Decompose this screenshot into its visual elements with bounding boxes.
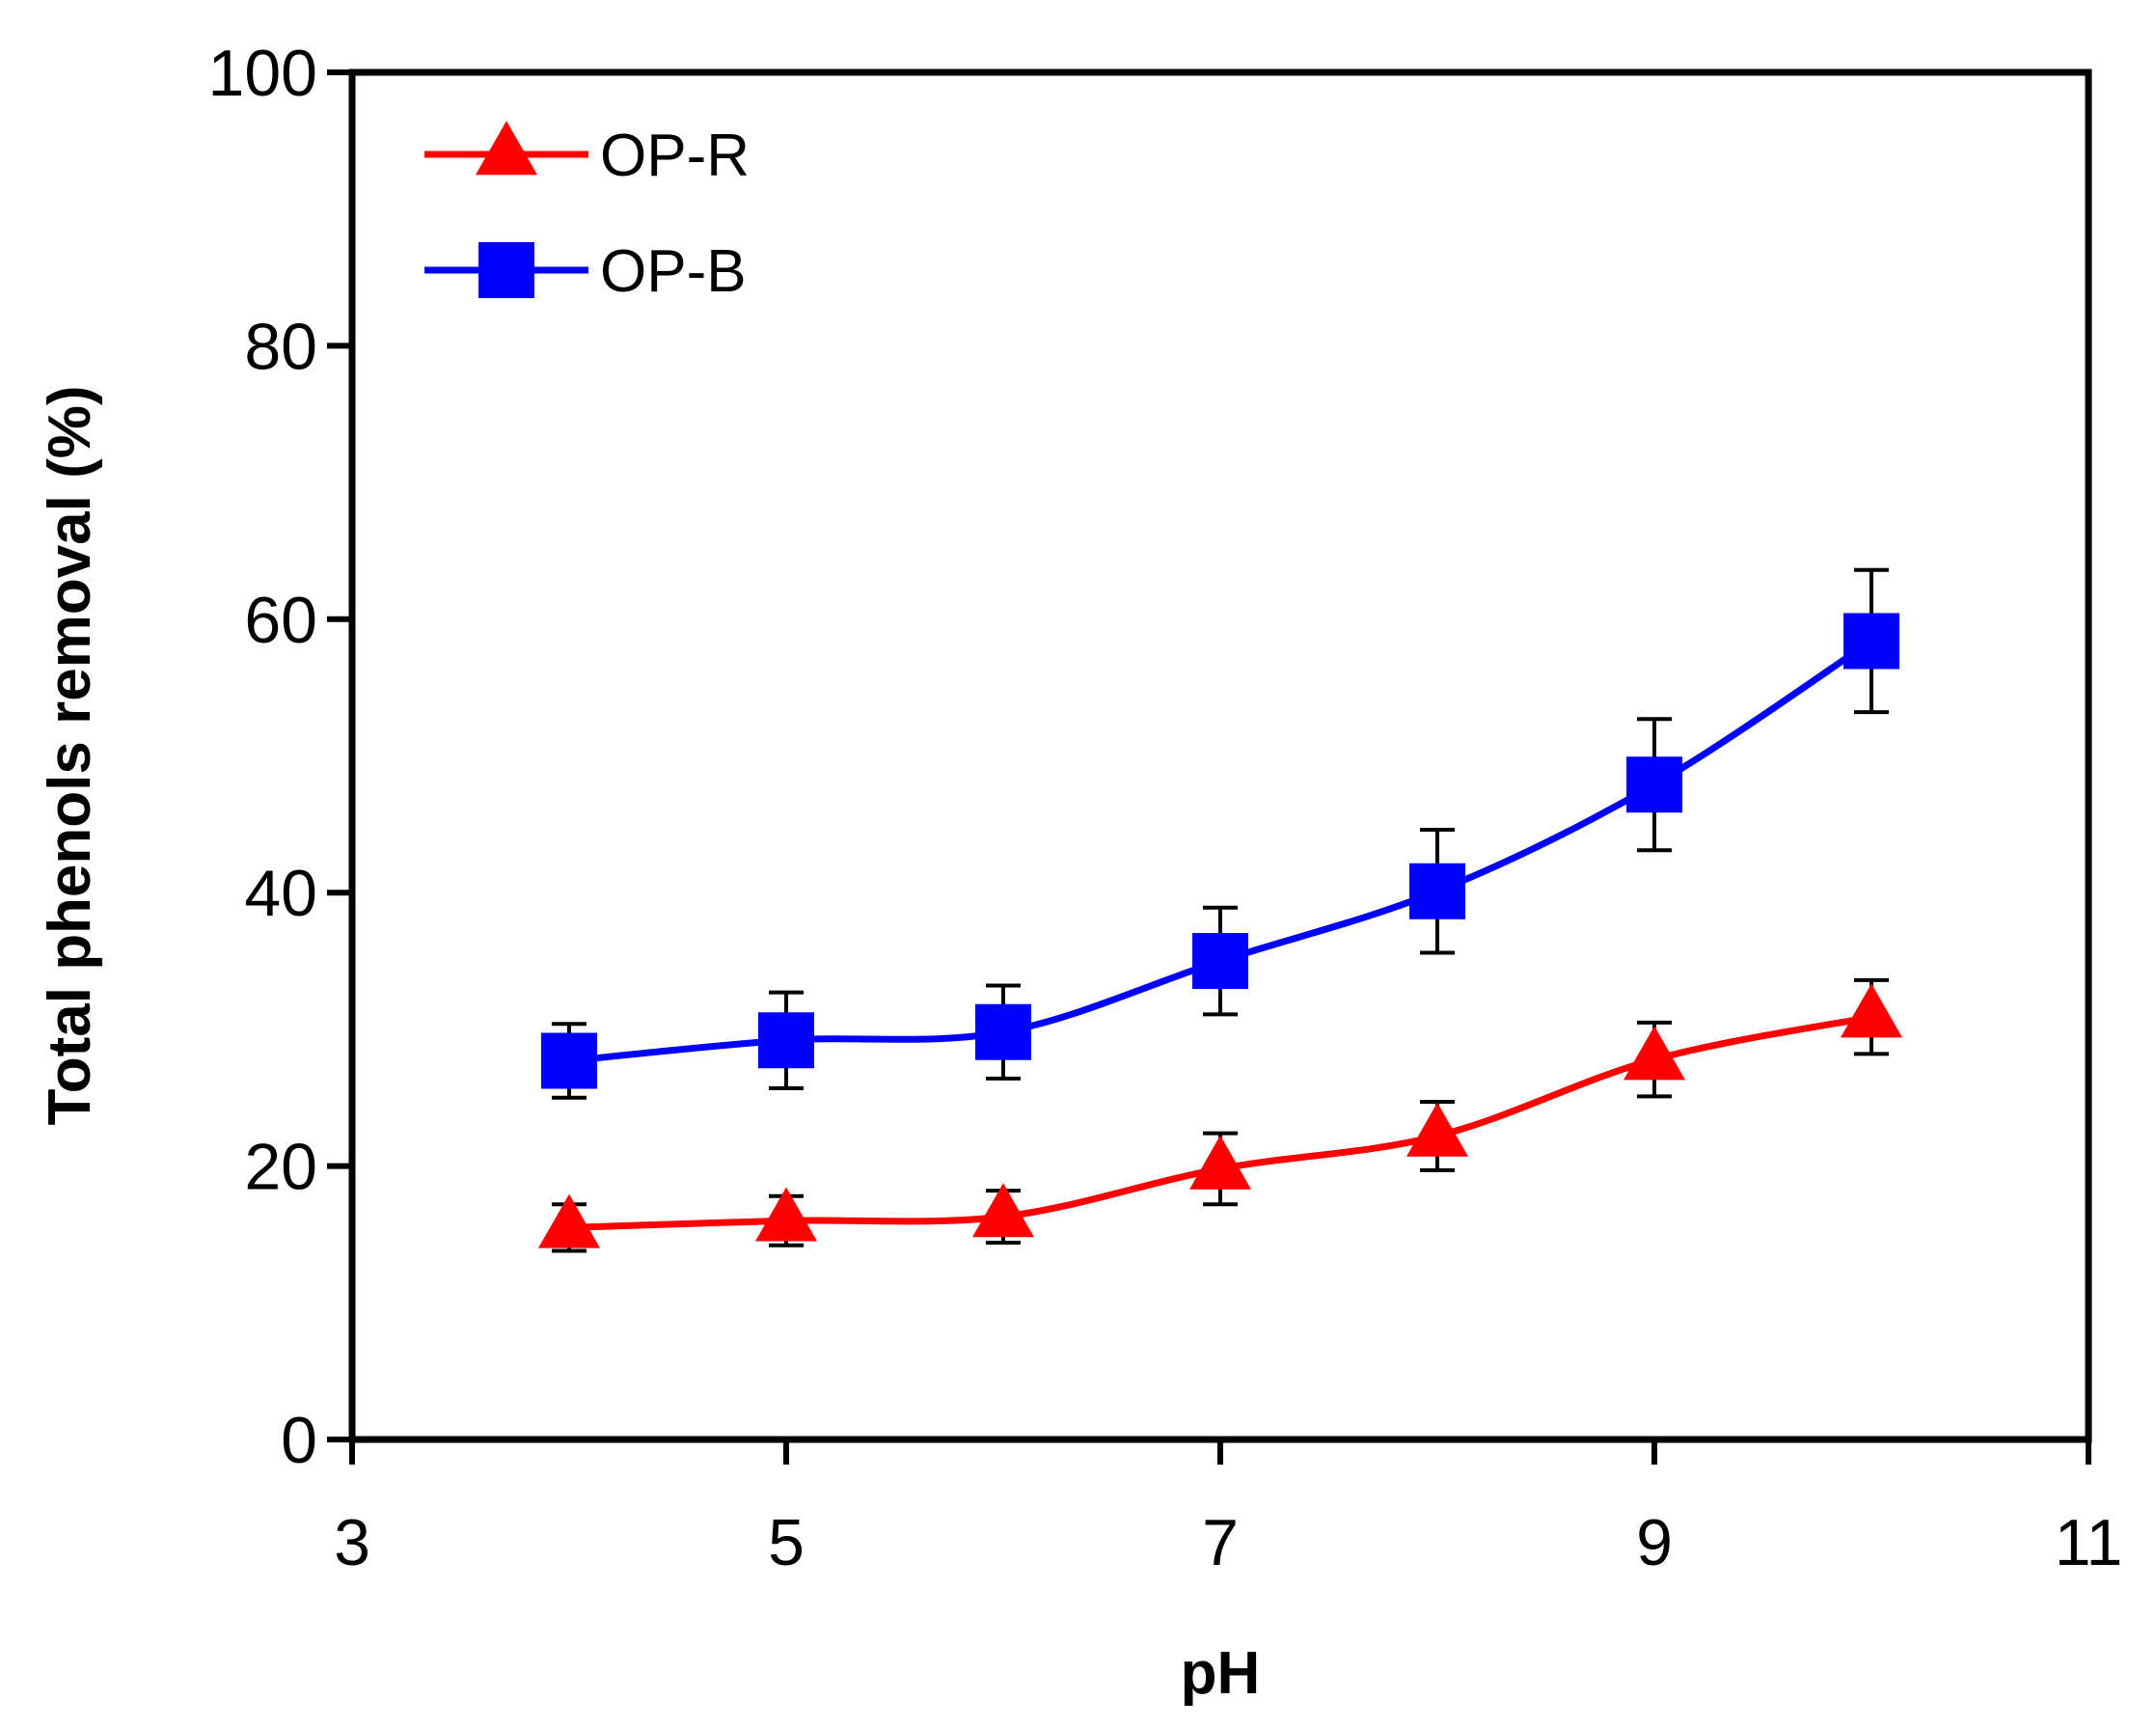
- x-tick-label-7: 7: [1202, 1506, 1239, 1579]
- point-op-b-8: [1409, 863, 1465, 919]
- point-op-r-5: [755, 1187, 817, 1242]
- y-tick-label-100: 100: [208, 37, 317, 110]
- legend: OP-R OP-B: [424, 121, 750, 305]
- point-op-b-4: [541, 1032, 597, 1089]
- point-op-b-6: [975, 1003, 1031, 1060]
- point-op-b-5: [758, 1012, 814, 1069]
- point-op-r-8: [1406, 1102, 1468, 1157]
- point-op-r-9: [1624, 1026, 1685, 1081]
- y-axis-title: Total phenols removal (%): [37, 385, 103, 1125]
- y-tick-label-80: 80: [244, 310, 317, 383]
- point-op-b-7: [1192, 933, 1248, 990]
- legend-marker-op-b: [478, 242, 534, 298]
- x-tick-label-11: 11: [2055, 1506, 2123, 1579]
- legend-item-op-r: OP-R: [424, 121, 750, 189]
- series-layer: [538, 567, 1902, 1253]
- legend-item-op-b: OP-B: [424, 238, 747, 305]
- y-tick-label-60: 60: [244, 584, 317, 657]
- point-op-r-6: [972, 1183, 1034, 1238]
- point-op-r-10: [1841, 983, 1902, 1038]
- y-tick-label-0: 0: [281, 1404, 317, 1477]
- legend-label-op-r: OP-R: [600, 123, 750, 189]
- x-axis-title: pH: [1181, 1640, 1261, 1707]
- x-tick-label-5: 5: [768, 1506, 805, 1579]
- y-tick-label-20: 20: [244, 1131, 317, 1204]
- point-op-r-4: [538, 1193, 600, 1248]
- x-tick-label-9: 9: [1636, 1506, 1673, 1579]
- series-op-b: [541, 567, 1899, 1100]
- series-op-r: [538, 977, 1902, 1253]
- x-tick-label-3: 3: [334, 1506, 370, 1579]
- legend-label-op-b: OP-B: [600, 238, 747, 305]
- point-op-b-10: [1843, 613, 1899, 670]
- point-op-b-9: [1626, 756, 1682, 813]
- point-op-r-7: [1189, 1135, 1251, 1190]
- y-tick-label-40: 40: [244, 857, 317, 930]
- legend-marker-op-r: [476, 121, 537, 176]
- ticks-layer: 3 5 7 9 11 0 20 40 60 80 100: [208, 37, 2123, 1579]
